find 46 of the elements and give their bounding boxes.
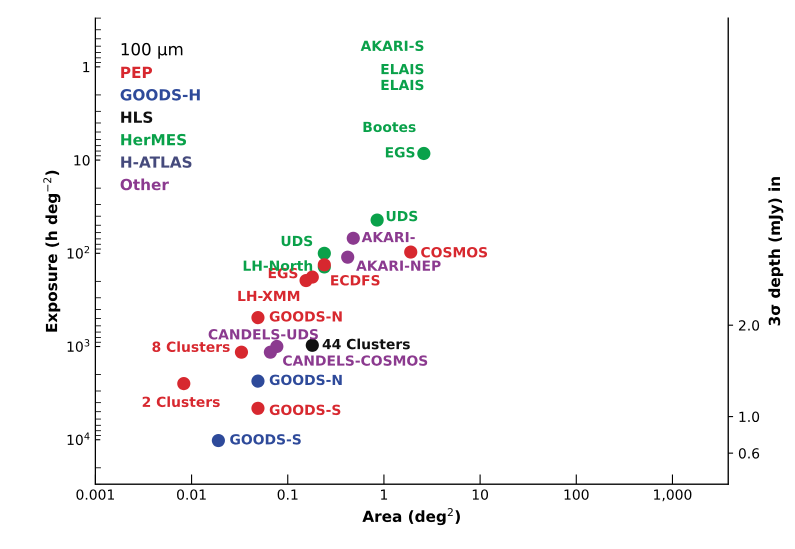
annotation: UDS [386, 210, 418, 222]
annotation: CANDELS-COSMOS [283, 355, 428, 366]
annotation: ELAIS [381, 80, 424, 90]
annotation: UDS [282, 236, 312, 246]
x-tick-label: 1,000 [654, 489, 692, 502]
annotation: AKARI- [362, 232, 415, 242]
y-tick-label: 10$^{2}$ [68, 246, 90, 259]
y2-axis-title: 3σ depth (mJy) in [768, 177, 784, 326]
text: PEP [121, 66, 152, 78]
x-tick-label: 100 [564, 489, 589, 500]
x-tick-label: 0.01 [177, 489, 206, 500]
y-tick-label: 10 [74, 155, 90, 166]
y2-tick-label: 2.0 [738, 320, 760, 331]
legend-label: H-ATLAS [121, 156, 192, 168]
annotation: EGS [386, 147, 414, 158]
x-axis-title: Area (deg$^{2}$) [362, 508, 460, 526]
y-tick-label: 10$^{3}$ [68, 339, 90, 352]
text: HLS [121, 111, 152, 124]
annotation: 2 Clusters [142, 396, 220, 408]
annotation: GOODS-N [270, 374, 342, 386]
annotation: LH-XMM [238, 290, 300, 302]
annotation: 8 Clusters [152, 341, 230, 352]
annotation: COSMOS [421, 246, 488, 258]
y-tick-label: 1 [83, 62, 90, 72]
y2-tick-label: 0.6 [738, 448, 760, 459]
x-tick-label: 10 [472, 489, 488, 500]
annotation: AKARI-NEP [356, 260, 441, 271]
legend-title: 100 μm [122, 42, 182, 59]
annotation: Bootes [364, 122, 416, 132]
y2-tick-label: 1.0 [739, 412, 760, 422]
x-tick-label: 0.1 [278, 489, 298, 500]
annotation: CANDELS-UDS [208, 329, 318, 340]
text: Other [120, 178, 169, 190]
x-tick-label: 0.001 [76, 489, 114, 500]
annotation: GOODS-S [270, 404, 340, 416]
annotation: 44 Clusters [322, 338, 410, 350]
annotation: ELAIS [381, 64, 424, 74]
y-axis-title: Exposure (h deg$^{−2}$) [43, 170, 60, 332]
annotation: GOODS-N [270, 311, 342, 322]
text: GOODS-H [120, 89, 200, 101]
text: HerMES [121, 134, 186, 146]
annotation: AKARI-S [360, 40, 424, 52]
x-tick-label: 1 [381, 490, 388, 500]
annotation: ECDFS [331, 275, 380, 286]
annotation: GOODS-S [230, 434, 301, 445]
y-tick-label: 10$^{4}$ [68, 432, 90, 446]
